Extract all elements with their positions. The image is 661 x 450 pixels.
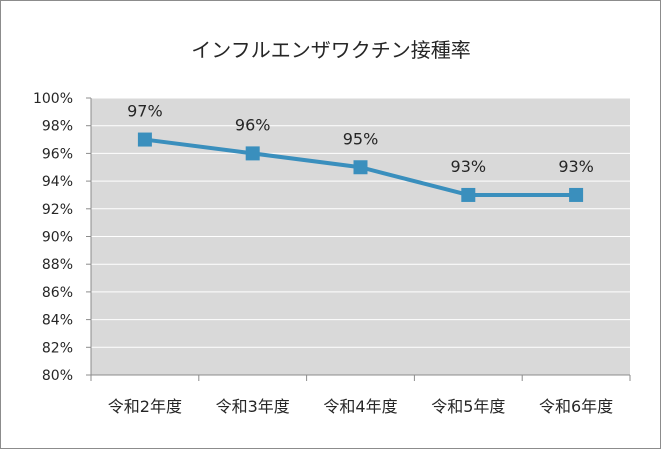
data-label: 93%	[558, 157, 594, 176]
y-tick-label: 82%	[42, 340, 73, 356]
y-tick-label: 80%	[42, 368, 73, 384]
chart-title: インフルエンザワクチン接種率	[191, 38, 470, 62]
y-tick-label: 100%	[33, 91, 73, 107]
data-point	[137, 132, 152, 147]
x-tick-label: 令和3年度	[216, 397, 290, 416]
y-tick-label: 88%	[42, 257, 73, 273]
x-tick-label: 令和6年度	[539, 397, 613, 416]
data-point	[461, 187, 476, 202]
y-tick-label: 84%	[42, 313, 73, 329]
tick-labels: 80% 82% 84% 86% 88% 90% 92% 94% 96% 98% 100% 令和2年度 令…	[33, 91, 613, 416]
y-tick-label: 98%	[42, 119, 73, 135]
data-point	[353, 160, 368, 175]
data-label: 93%	[451, 157, 487, 176]
y-tick-label: 96%	[42, 146, 73, 162]
x-tick-label: 令和5年度	[431, 397, 505, 416]
data-labels: 97% 96% 95% 93% 93%	[127, 102, 594, 176]
data-point	[245, 146, 260, 161]
data-point	[569, 187, 584, 202]
x-tick-label: 令和4年度	[323, 397, 397, 416]
series-group	[137, 132, 584, 202]
y-tick-label: 92%	[42, 202, 73, 218]
data-label: 97%	[127, 102, 163, 121]
data-label: 96%	[235, 115, 271, 134]
gridlines	[91, 97, 630, 348]
y-tick-label: 90%	[42, 230, 73, 246]
x-tick-label: 令和2年度	[108, 397, 182, 416]
y-tick-label: 86%	[42, 285, 73, 301]
axes	[86, 97, 631, 381]
data-label: 95%	[343, 129, 379, 148]
y-tick-label: 94%	[42, 174, 73, 190]
